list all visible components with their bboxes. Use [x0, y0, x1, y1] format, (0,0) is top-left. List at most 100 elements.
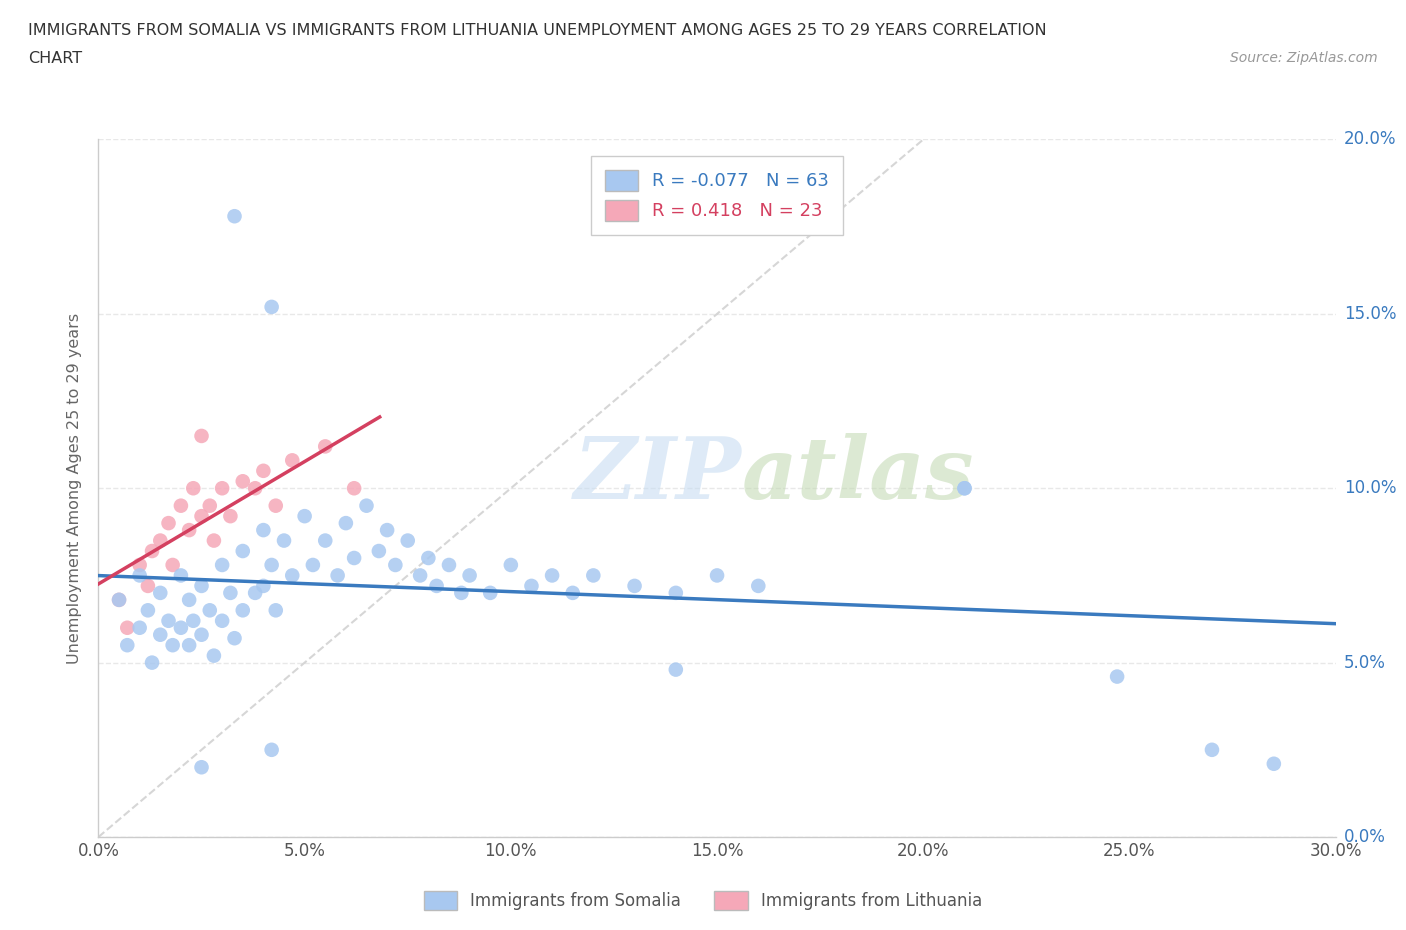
Point — [179, 523, 201, 538]
Point — [190, 578, 212, 593]
Point — [437, 558, 460, 573]
Point — [953, 481, 976, 496]
Point — [190, 509, 212, 524]
Point — [665, 662, 688, 677]
Point — [149, 533, 172, 548]
Point — [384, 558, 406, 573]
Text: ZIP: ZIP — [574, 432, 742, 516]
Point — [108, 592, 131, 607]
Point — [219, 509, 242, 524]
Point — [260, 558, 283, 573]
Text: atlas: atlas — [742, 432, 974, 516]
Point — [356, 498, 378, 513]
Point — [260, 299, 283, 314]
Point — [179, 592, 201, 607]
Point — [302, 558, 325, 573]
Point — [224, 631, 246, 645]
Point — [170, 568, 193, 583]
Point — [181, 481, 204, 496]
Legend: R = -0.077   N = 63, R = 0.418   N = 23: R = -0.077 N = 63, R = 0.418 N = 23 — [591, 155, 844, 235]
Point — [232, 603, 254, 618]
Point — [211, 614, 233, 629]
Point — [190, 760, 212, 775]
Point — [458, 568, 481, 583]
Point — [582, 568, 605, 583]
Point — [479, 586, 502, 601]
Point — [149, 586, 172, 601]
Y-axis label: Unemployment Among Ages 25 to 29 years: Unemployment Among Ages 25 to 29 years — [67, 312, 83, 664]
Point — [665, 586, 688, 601]
Point — [224, 209, 246, 224]
Point — [202, 648, 225, 663]
Point — [418, 551, 440, 565]
Text: 0.0%: 0.0% — [1344, 828, 1386, 846]
Point — [232, 543, 254, 558]
Legend: Immigrants from Somalia, Immigrants from Lithuania: Immigrants from Somalia, Immigrants from… — [418, 884, 988, 917]
Point — [141, 655, 163, 670]
Point — [367, 543, 389, 558]
Point — [190, 628, 212, 643]
Point — [1201, 742, 1223, 757]
Point — [157, 515, 180, 530]
Point — [198, 603, 221, 618]
Point — [375, 523, 398, 538]
Point — [136, 603, 159, 618]
Point — [343, 481, 366, 496]
Point — [252, 578, 274, 593]
Point — [198, 498, 221, 513]
Point — [252, 463, 274, 478]
Point — [409, 568, 432, 583]
Point — [117, 620, 139, 635]
Point — [706, 568, 728, 583]
Point — [953, 481, 976, 496]
Point — [520, 578, 543, 593]
Point — [426, 578, 449, 593]
Point — [219, 586, 242, 601]
Point — [343, 551, 366, 565]
Point — [128, 568, 150, 583]
Point — [561, 586, 583, 601]
Point — [162, 638, 184, 653]
Point — [128, 620, 150, 635]
Point — [252, 523, 274, 538]
Point — [326, 568, 349, 583]
Point — [623, 578, 645, 593]
Point — [281, 568, 304, 583]
Point — [314, 439, 336, 454]
Point — [294, 509, 316, 524]
Text: 5.0%: 5.0% — [1344, 654, 1386, 671]
Point — [136, 578, 159, 593]
Point — [499, 558, 522, 573]
Point — [1263, 756, 1285, 771]
Point — [396, 533, 419, 548]
Point — [190, 429, 212, 444]
Point — [141, 543, 163, 558]
Text: CHART: CHART — [28, 51, 82, 66]
Point — [211, 558, 233, 573]
Point — [243, 586, 266, 601]
Text: 15.0%: 15.0% — [1344, 305, 1396, 323]
Point — [243, 481, 266, 496]
Point — [170, 498, 193, 513]
Point — [541, 568, 564, 583]
Point — [149, 628, 172, 643]
Point — [260, 742, 283, 757]
Point — [450, 586, 472, 601]
Point — [108, 592, 131, 607]
Point — [162, 558, 184, 573]
Text: IMMIGRANTS FROM SOMALIA VS IMMIGRANTS FROM LITHUANIA UNEMPLOYMENT AMONG AGES 25 : IMMIGRANTS FROM SOMALIA VS IMMIGRANTS FR… — [28, 23, 1046, 38]
Point — [1107, 670, 1129, 684]
Point — [273, 533, 295, 548]
Point — [264, 498, 287, 513]
Point — [117, 638, 139, 653]
Point — [170, 620, 193, 635]
Point — [314, 533, 336, 548]
Point — [264, 603, 287, 618]
Point — [202, 533, 225, 548]
Text: Source: ZipAtlas.com: Source: ZipAtlas.com — [1230, 51, 1378, 65]
Point — [179, 638, 201, 653]
Point — [181, 614, 204, 629]
Point — [335, 515, 357, 530]
Point — [747, 578, 769, 593]
Point — [281, 453, 304, 468]
